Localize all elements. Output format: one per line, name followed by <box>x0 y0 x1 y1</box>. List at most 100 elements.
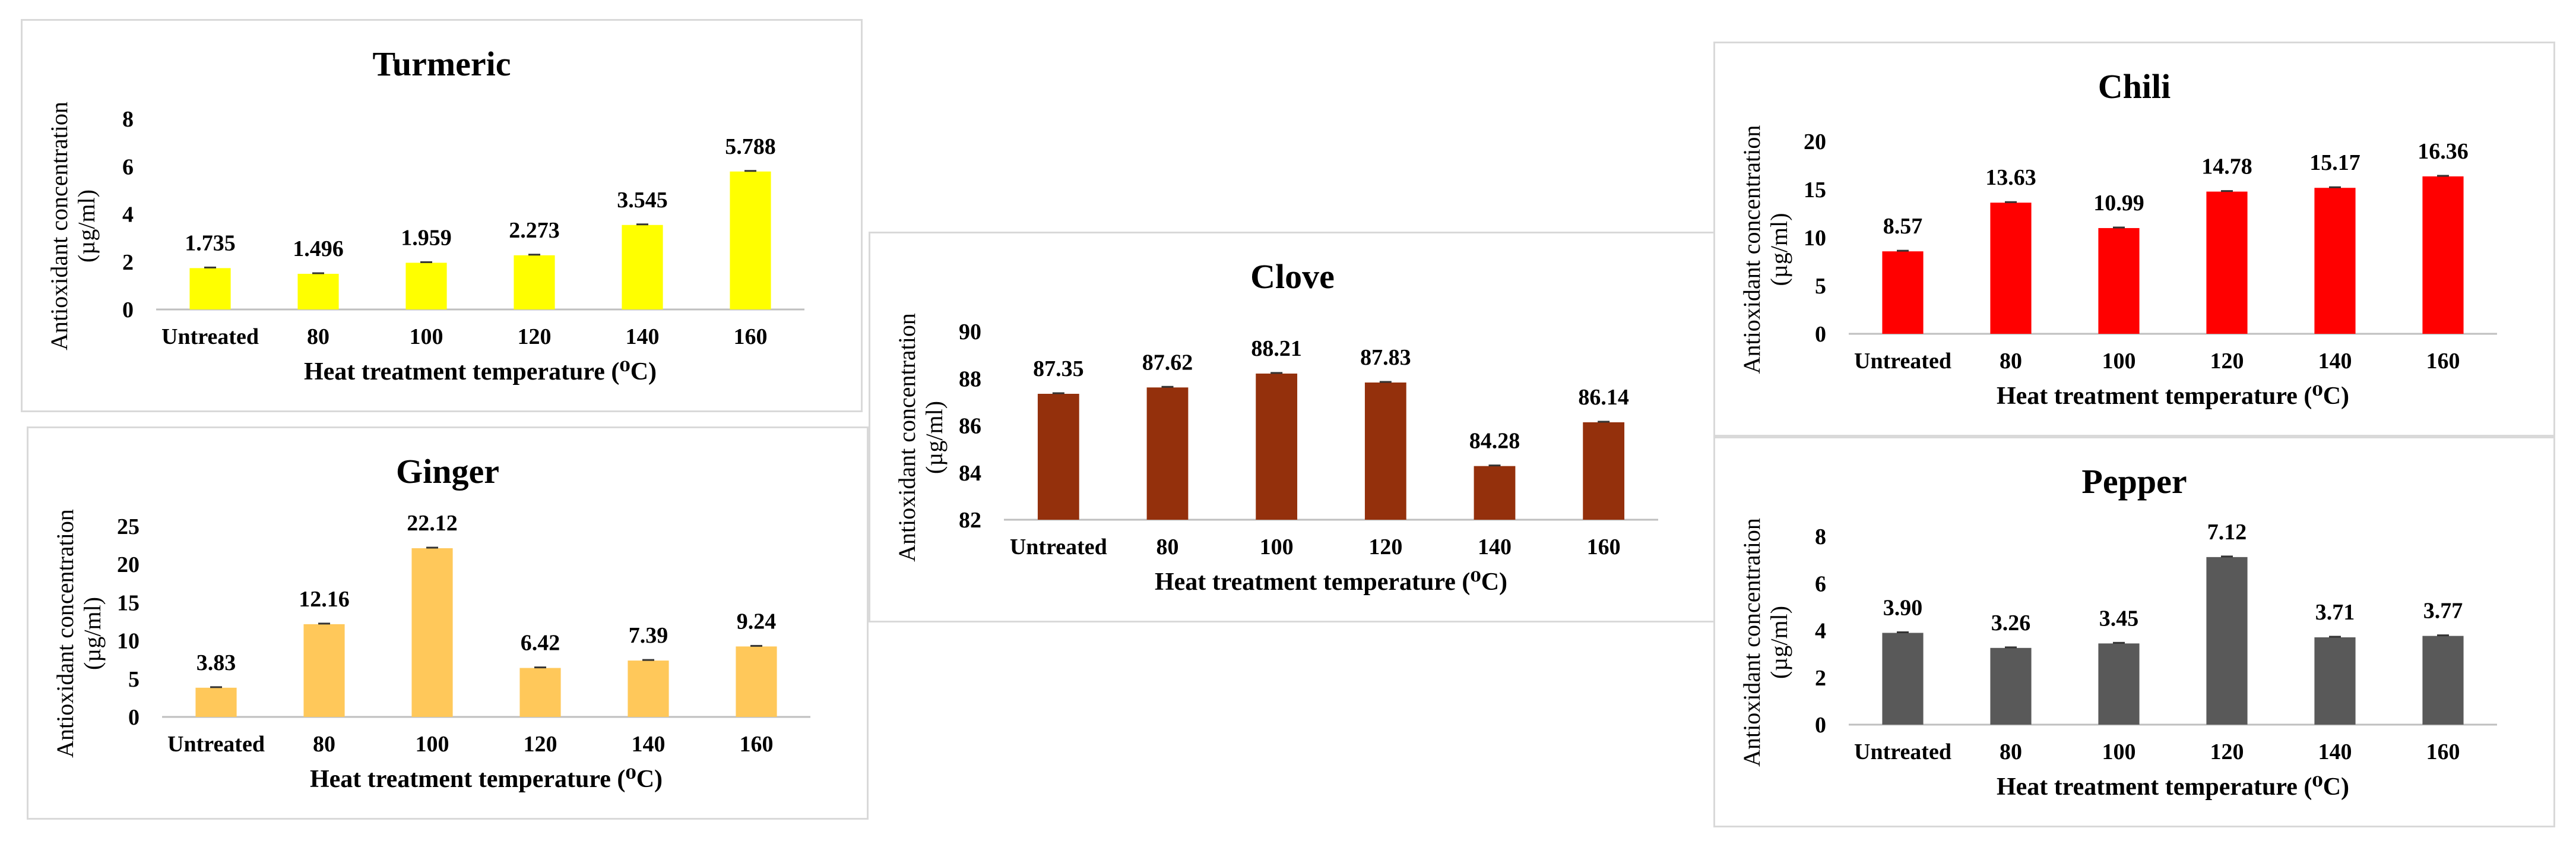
chart-title: Pepper <box>2081 462 2187 501</box>
y-axis-label: Antioxidant concentration(µg/ml) <box>52 509 106 758</box>
data-label: 9.24 <box>737 609 777 634</box>
x-tick-label: 120 <box>2210 739 2244 764</box>
y-tick-label: 10 <box>1804 226 1826 251</box>
x-tick-label: 80 <box>2000 739 2022 764</box>
x-tick-label: 140 <box>1478 535 1512 560</box>
chart-title: Clove <box>1250 257 1335 296</box>
bar <box>730 171 771 309</box>
data-label: 88.21 <box>1251 336 1302 361</box>
data-label: 12.16 <box>299 587 350 612</box>
turmeric-chart-svg: Turmeric Antioxidant concentration(µg/ml)… <box>46 45 804 385</box>
y-tick-label: 90 <box>959 320 981 345</box>
y-tick-label: 10 <box>117 629 140 654</box>
chart-panel-clove: Clove Antioxidant concentration(µg/ml) 82 8… <box>869 232 1716 622</box>
y-axis-label-line1: Antioxidant concentration <box>52 509 78 758</box>
bar <box>514 255 555 309</box>
data-label: 5.788 <box>725 134 776 159</box>
chart-title: Turmeric <box>372 45 511 83</box>
chart-panel-pepper: Pepper Antioxidant concentration(µg/ml) 0 2… <box>1713 437 2555 827</box>
x-tick-label: 140 <box>2318 349 2352 374</box>
x-tick-label: 160 <box>740 732 774 757</box>
bar <box>2098 643 2140 725</box>
x-axis-label: Heat treatment temperature (⁰C) <box>304 358 657 385</box>
y-axis-label-line1: Antioxidant concentration <box>893 313 920 562</box>
bar <box>1882 633 1924 725</box>
y-axis-label-line1: Antioxidant concentration <box>1738 125 1765 374</box>
y-axis-label: Antioxidant concentration(µg/ml) <box>46 102 100 350</box>
y-tick-label: 5 <box>1815 274 1826 299</box>
y-tick-label: 0 <box>128 705 140 730</box>
data-label: 7.12 <box>2207 520 2247 545</box>
data-label: 13.63 <box>1985 165 2036 190</box>
bar <box>1990 647 2032 725</box>
y-axis-label-line2: (µg/ml) <box>1766 606 1792 679</box>
bar <box>1583 422 1625 520</box>
data-label: 6.42 <box>521 631 560 656</box>
y-tick-label: 0 <box>1815 713 1826 738</box>
y-tick-label: 8 <box>1815 524 1826 549</box>
data-label: 1.496 <box>293 236 344 261</box>
data-label: 87.62 <box>1142 350 1193 375</box>
chart-panel-chili: Chili Antioxidant concentration(µg/ml) 0 5 1… <box>1713 42 2555 437</box>
bar <box>2422 636 2464 725</box>
bar <box>1990 203 2032 334</box>
data-label: 1.959 <box>401 225 452 250</box>
data-label: 87.83 <box>1360 345 1411 370</box>
x-tick-label: Untreated <box>161 324 259 349</box>
x-tick-label: 80 <box>2000 349 2022 374</box>
y-axis-label-line2: (µg/ml) <box>73 189 100 263</box>
bar <box>1882 251 1924 334</box>
y-tick-label: 15 <box>117 590 140 615</box>
data-label: 87.35 <box>1033 356 1084 381</box>
x-tick-label: 160 <box>2426 349 2460 374</box>
x-tick-label: 100 <box>2102 739 2136 764</box>
x-tick-label: 100 <box>2102 349 2136 374</box>
x-tick-label: 140 <box>632 732 666 757</box>
y-axis-label-line2: (µg/ml) <box>921 401 948 474</box>
x-tick-label: 120 <box>1368 535 1402 560</box>
y-tick-label: 4 <box>1815 619 1826 644</box>
x-tick-label: 100 <box>410 324 443 349</box>
y-axis-label-line2: (µg/ml) <box>1766 213 1792 286</box>
bar <box>303 624 345 717</box>
data-label: 86.14 <box>1578 385 1629 410</box>
y-tick-label: 5 <box>128 667 140 692</box>
chart-panel-ginger: Ginger Antioxidant concentration(µg/ml) 0 5… <box>27 426 869 820</box>
bar <box>1037 394 1079 520</box>
bar <box>2098 227 2140 334</box>
y-axis-label: Antioxidant concentration(µg/ml) <box>893 313 948 562</box>
chart-title: Chili <box>2098 67 2171 106</box>
bar <box>2314 637 2356 725</box>
bar <box>2206 557 2248 725</box>
bar <box>405 263 447 309</box>
data-label: 3.26 <box>1991 611 2031 636</box>
y-tick-label: 25 <box>117 514 140 539</box>
x-tick-label: 80 <box>313 732 335 757</box>
y-tick-label: 2 <box>1815 666 1826 691</box>
bar <box>628 660 669 717</box>
y-tick-label: 88 <box>959 366 981 391</box>
y-tick-label: 0 <box>122 298 134 323</box>
x-axis-label: Heat treatment temperature (⁰C) <box>1997 773 2349 801</box>
bar <box>1474 466 1516 520</box>
x-tick-label: 160 <box>1587 535 1621 560</box>
data-label: 8.57 <box>1883 214 1923 239</box>
y-tick-label: 20 <box>1804 129 1826 154</box>
y-tick-label: 0 <box>1815 322 1826 347</box>
data-label: 3.83 <box>197 650 236 675</box>
x-tick-label: 120 <box>2210 349 2244 374</box>
bar <box>195 687 237 717</box>
bar <box>2314 188 2356 334</box>
x-axis-label: Heat treatment temperature (⁰C) <box>310 766 663 793</box>
y-tick-label: 82 <box>959 508 981 533</box>
chart-title: Ginger <box>396 452 499 491</box>
bar <box>622 225 663 309</box>
chart-panel-turmeric: Turmeric Antioxidant concentration(µg/ml)… <box>21 19 863 412</box>
x-tick-label: 120 <box>524 732 557 757</box>
x-tick-label: Untreated <box>1010 535 1107 560</box>
y-tick-label: 6 <box>122 154 134 179</box>
data-label: 10.99 <box>2093 191 2144 216</box>
data-label: 1.735 <box>185 230 236 255</box>
y-tick-label: 20 <box>117 552 140 577</box>
bar <box>297 273 339 309</box>
